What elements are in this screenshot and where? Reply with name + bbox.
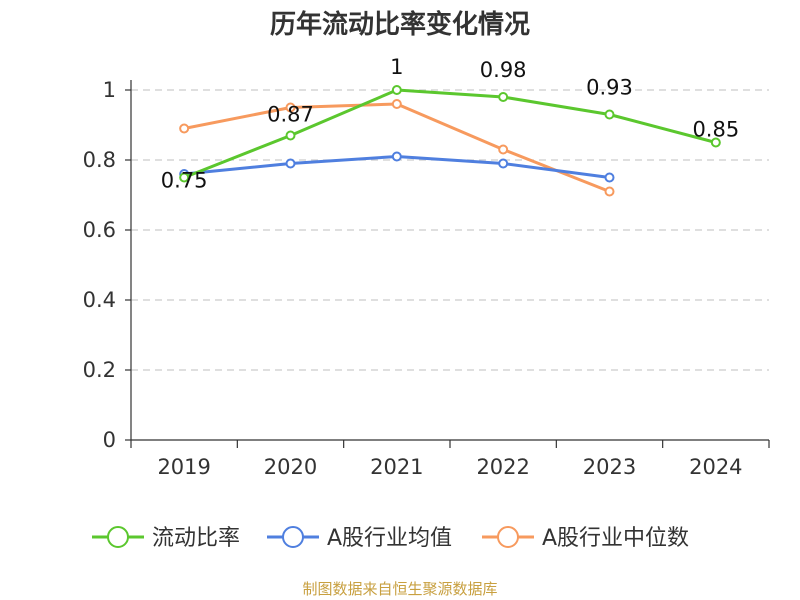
source-note: 制图数据来自恒生聚源数据库	[302, 580, 497, 598]
data-point	[391, 85, 402, 95]
x-tick-label: 2021	[370, 455, 423, 479]
legend-label: A股行业中位数	[542, 526, 689, 551]
data-labels: 0.75 0.87 1 0.98 0.93 0.85	[161, 55, 739, 193]
y-tick-label: 1	[103, 78, 116, 102]
y-tick-label: 0.2	[83, 358, 116, 382]
x-tick-label: 2024	[689, 455, 742, 479]
axes: 0 0.2 0.4 0.6 0.8 1 2019 2020 2021 2022 2023 2024	[83, 78, 770, 479]
legend-marker-icon	[497, 526, 519, 548]
x-tick-label: 2019	[157, 455, 210, 479]
series-line	[183, 88, 717, 179]
legend-label: 流动比率	[152, 526, 240, 551]
data-point	[285, 158, 296, 169]
legend-marker-icon	[107, 526, 129, 548]
data-point	[285, 130, 296, 141]
data-point	[498, 158, 509, 169]
data-point	[498, 92, 509, 102]
chart-title: 历年流动比率变化情况	[270, 9, 530, 40]
legend[interactable]: 流动比率 A股行业均值 A股行业中位数	[92, 526, 689, 551]
y-tick-label: 0.4	[83, 288, 116, 312]
series-lines	[179, 85, 721, 197]
legend-item[interactable]: A股行业均值	[267, 526, 452, 551]
y-tick-label: 0.8	[83, 148, 116, 172]
data-point	[498, 144, 509, 155]
legend-marker-icon	[282, 526, 304, 548]
data-label: 0.85	[692, 118, 739, 142]
data-point	[604, 109, 615, 120]
data-label: 0.93	[586, 76, 633, 100]
series-line	[183, 102, 611, 193]
x-tick-label: 2023	[583, 455, 636, 479]
data-label: 0.75	[161, 169, 208, 193]
data-label: 0.87	[267, 103, 314, 127]
data-point	[285, 102, 296, 113]
data-point	[604, 172, 615, 183]
legend-item[interactable]: 流动比率	[92, 526, 240, 551]
data-point	[604, 186, 615, 197]
legend-label: A股行业均值	[327, 526, 452, 551]
x-tick-label: 2022	[476, 455, 529, 479]
legend-item[interactable]: A股行业中位数	[482, 526, 689, 551]
data-label: 1	[390, 55, 403, 79]
data-point	[391, 99, 402, 109]
data-label: 0.98	[480, 58, 527, 82]
data-point	[710, 137, 721, 148]
data-point	[179, 123, 190, 134]
y-tick-label: 0.6	[83, 218, 116, 242]
data-point	[391, 151, 402, 162]
x-tick-label: 2020	[264, 455, 317, 479]
data-point	[179, 172, 190, 183]
y-tick-label: 0	[103, 428, 116, 452]
